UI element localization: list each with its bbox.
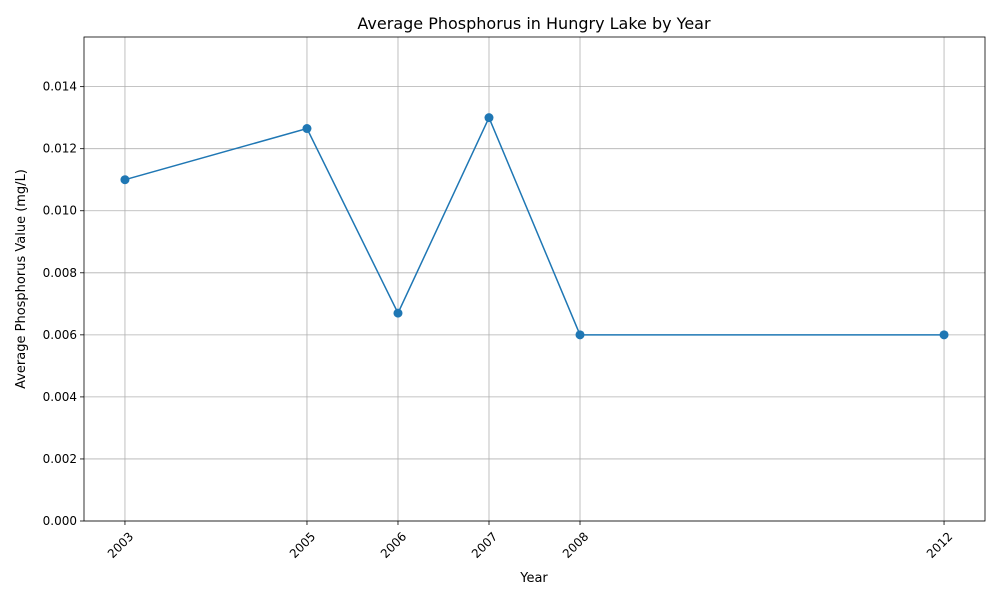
data-point <box>484 113 494 123</box>
data-point <box>939 330 949 340</box>
plot-frame <box>83 36 986 522</box>
series-layer <box>120 113 949 340</box>
y-axis-label: Average Phosphorus Value (mg/L) <box>14 169 29 389</box>
y-tick-label: 0.014 <box>43 80 77 94</box>
chart-title: Average Phosphorus in Hungry Lake by Yea… <box>357 14 711 33</box>
y-tick-label: 0.004 <box>43 390 77 404</box>
series-line <box>124 115 945 336</box>
data-point <box>393 308 403 318</box>
y-tick-label: 0.012 <box>43 142 77 156</box>
data-point <box>302 124 312 134</box>
y-tick-label: 0.008 <box>43 266 77 280</box>
y-tick-label: 0.010 <box>43 204 77 218</box>
x-axis-label: Year <box>519 571 548 586</box>
y-tick-label: 0.006 <box>43 328 77 342</box>
data-point <box>575 330 585 340</box>
y-tick-label: 0.000 <box>43 514 77 528</box>
data-point <box>120 175 130 185</box>
y-tick-label: 0.002 <box>43 452 77 466</box>
